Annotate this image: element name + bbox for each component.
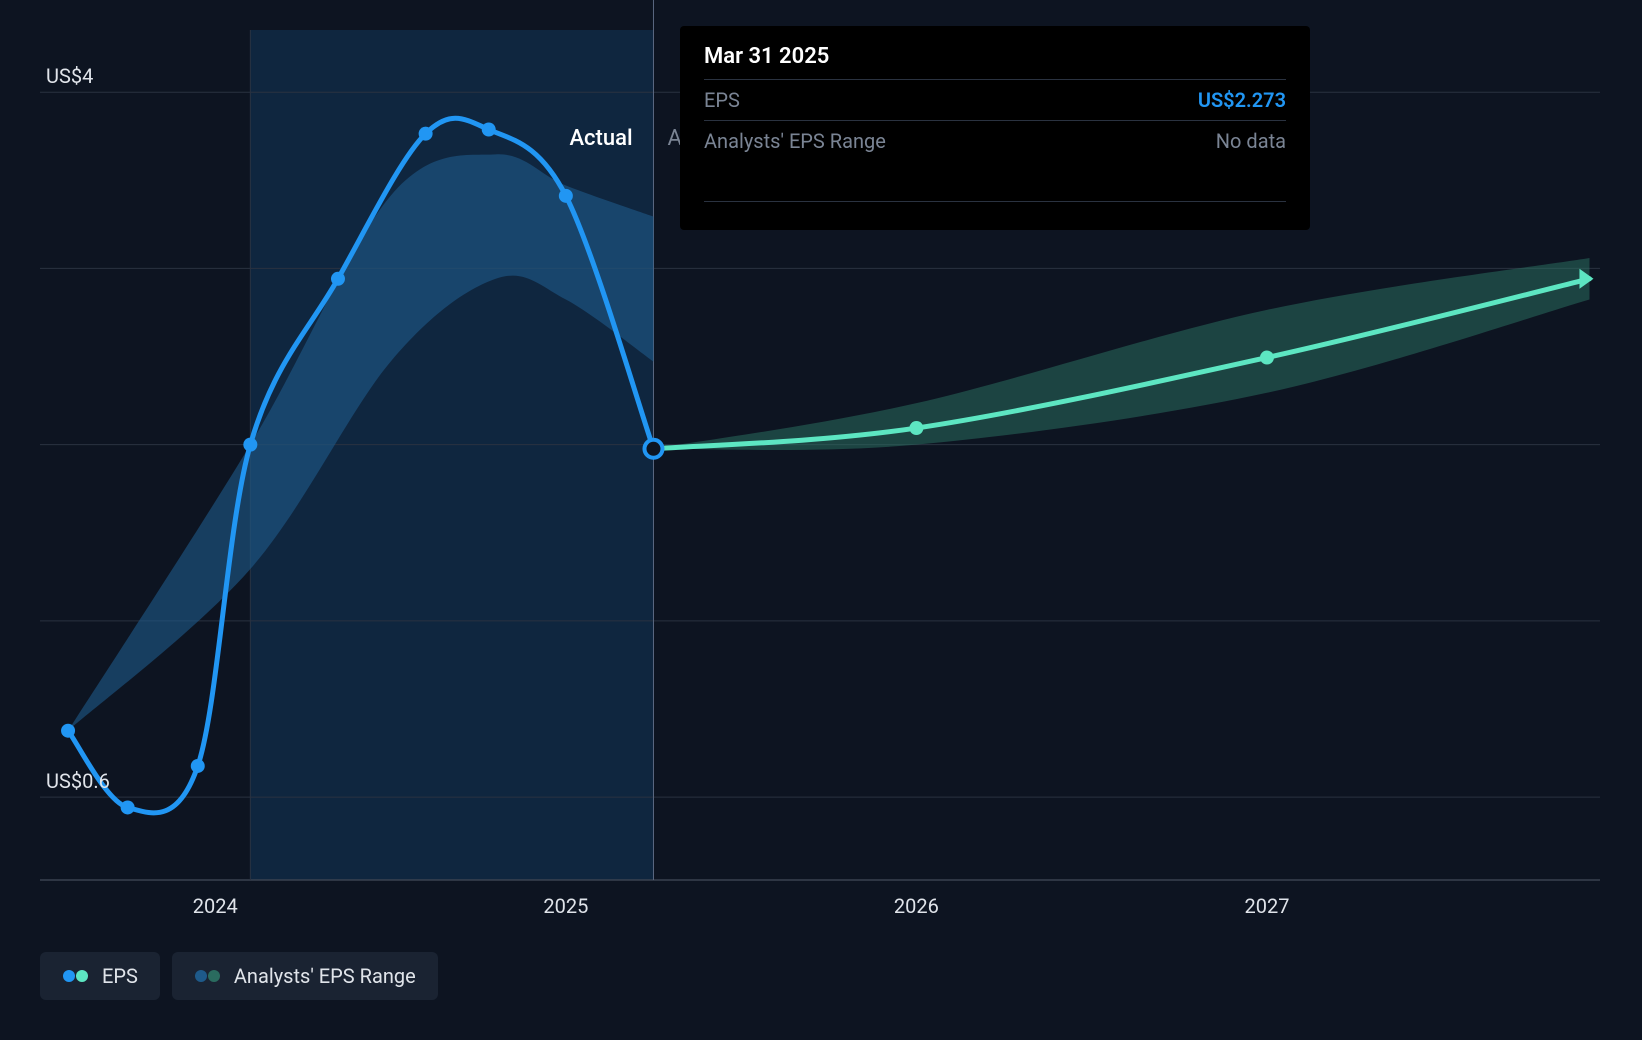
x-axis-tick: 2024 [193,894,238,918]
y-axis-label: US$0.6 [46,769,110,793]
eps-forecast-chart[interactable]: US$0.6 US$4 Actual Analysts Forecasts 20… [0,0,1642,1040]
tooltip-label: EPS [704,88,740,112]
tooltip-row-eps: EPS US$2.273 [704,79,1286,120]
y-axis-label: US$4 [46,64,93,88]
legend-item-range[interactable]: Analysts' EPS Range [172,952,438,1000]
tooltip-label: Analysts' EPS Range [704,129,886,153]
legend-item-eps[interactable]: EPS [40,952,160,1000]
tooltip-row-range: Analysts' EPS Range No data [704,120,1286,161]
tooltip-date: Mar 31 2025 [704,44,1286,69]
tooltip-divider [704,201,1286,202]
x-axis-tick: 2025 [543,894,588,918]
x-axis-tick: 2026 [894,894,939,918]
region-label-actual: Actual [569,126,632,151]
hover-tooltip: Mar 31 2025 EPS US$2.273 Analysts' EPS R… [680,26,1310,230]
chart-legend: EPS Analysts' EPS Range [40,952,438,1000]
x-axis-tick: 2027 [1244,894,1289,918]
legend-label: EPS [102,964,138,988]
tooltip-value: US$2.273 [1198,88,1286,112]
legend-label: Analysts' EPS Range [234,964,416,988]
tooltip-value: No data [1216,129,1286,153]
legend-swatch-icon [62,969,90,983]
legend-swatch-icon [194,969,222,983]
